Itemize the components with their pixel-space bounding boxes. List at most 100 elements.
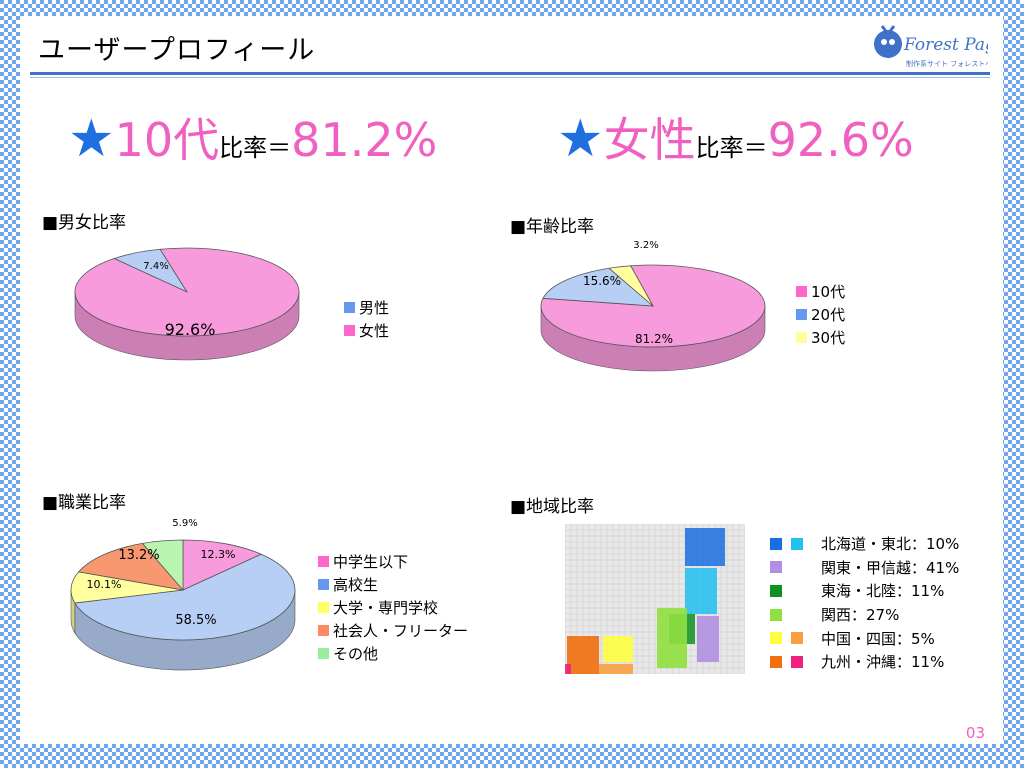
legend-label: 女性 [359, 322, 390, 340]
legend-label: 九州・沖縄：11% [821, 653, 945, 672]
legend-swatch [770, 632, 782, 645]
legend-swatch [796, 286, 807, 297]
legend-label: 中国・四国：5% [821, 629, 935, 648]
pie-slice-30代 [608, 265, 654, 307]
pie-label-高校生: 58.5% [175, 613, 216, 628]
section-title-region: ■地域比率 [510, 497, 595, 517]
headline-suffix: 比率＝ [219, 134, 292, 162]
pie-label-20代: 15.6% [583, 274, 621, 288]
legend-swatch [791, 609, 803, 621]
legend-swatch [770, 537, 782, 550]
legend-swatch [791, 537, 803, 550]
pie-slice-高校生 [74, 553, 296, 641]
legend-item: 社会人・フリーター [318, 619, 468, 642]
pie-slice-その他 [141, 539, 184, 592]
svg-text:Forest Page: Forest Page [903, 35, 988, 55]
legend-label: 北海道・東北：10% [821, 535, 960, 554]
legend-swatch [344, 325, 355, 336]
legend-swatch [318, 556, 329, 567]
pie-label-10代: 81.2% [635, 332, 673, 346]
region-legend-item: 北海道・東北：10% [770, 532, 959, 556]
pie-label-男性: 7.4% [143, 261, 168, 272]
svg-text:制作系サイト フォレストページ: 制作系サイト フォレストページ [906, 59, 988, 68]
region-tohoku [685, 568, 717, 614]
pie-chart-gender: 7.4% 92.6% 81.2% 15.6% 3.2% 12.3% 58.5% 10.1% 13… [70, 240, 766, 671]
legend-label: 高校生 [333, 576, 379, 594]
legend-label: 30代 [811, 329, 846, 347]
legend-swatch [318, 602, 329, 613]
region-kansai [657, 608, 687, 668]
legend-item: 30代 [796, 326, 845, 349]
legend-label: 中学生以下 [333, 553, 409, 571]
legend-swatch [791, 632, 803, 645]
page-number: 03 [965, 724, 985, 742]
pie-label-大学・専門学校: 10.1% [87, 578, 122, 591]
legend-item: 大学・専門学校 [318, 596, 468, 619]
legend-swatch [770, 584, 782, 597]
legend-swatch [796, 332, 807, 343]
headline-label: 10代 [114, 113, 220, 167]
legend-label: 関東・甲信越：41% [821, 558, 960, 577]
legend-age: 10代 20代 30代 [796, 280, 845, 349]
legend-swatch [318, 648, 329, 659]
pie-slice-女性 [74, 247, 300, 337]
legend-swatch [791, 561, 803, 573]
headline-suffix: 比率＝ [695, 134, 768, 162]
legend-gender: 男性 女性 [344, 296, 389, 342]
region-hokkaido [685, 528, 725, 566]
headline-value: 81.2% [291, 113, 438, 167]
page-title: ユーザープロフィール [38, 35, 316, 66]
section-title-age: ■年齢比率 [510, 217, 595, 237]
legend-item: 女性 [344, 319, 389, 342]
section-title-gender: ■男女比率 [42, 213, 127, 233]
pie-label-中学生以下: 12.3% [201, 548, 236, 561]
region-kyushu [567, 636, 599, 674]
star-icon: ★ [557, 109, 604, 169]
region-legend-item: 関西：27% [770, 603, 959, 627]
legend-swatch [791, 585, 803, 597]
legend-label: 10代 [811, 283, 846, 301]
star-icon: ★ [68, 109, 115, 169]
pie-label-30代: 3.2% [633, 240, 658, 251]
forest-page-logo: Forest Page 制作系サイト フォレストページ [874, 25, 988, 68]
legend-item: 中学生以下 [318, 550, 468, 573]
legend-swatch [318, 625, 329, 636]
legend-label: 社会人・フリーター [333, 622, 469, 640]
pie-slice-社会人・フリーター [77, 542, 185, 591]
headline-value: 92.6% [767, 113, 914, 167]
headline-label: 女性 [603, 113, 696, 167]
legend-job: 中学生以下 高校生 大学・専門学校 社会人・フリーター その他 [318, 550, 468, 665]
pie-slice-中学生以下 [182, 539, 263, 591]
region-kanto [697, 616, 719, 662]
title-rule-thin [30, 77, 990, 78]
region-legend: 北海道・東北：10% 関東・甲信越：41% 東海・北陸：11% 関西：27% 中国・四国… [770, 532, 959, 674]
section-title-job: ■職業比率 [42, 493, 127, 513]
region-legend-item: 東海・北陸：11% [770, 579, 959, 603]
legend-swatch [796, 309, 807, 320]
region-okinawa [565, 664, 571, 674]
pie-slice-大学・専門学校 [70, 571, 184, 604]
legend-label: 関西：27% [821, 606, 900, 625]
legend-item: 10代 [796, 280, 845, 303]
legend-swatch [770, 655, 782, 668]
title-rule [30, 72, 990, 75]
legend-item: 高校生 [318, 573, 468, 596]
pie-0: 7.4% 92.6% [74, 247, 300, 361]
legend-item: 20代 [796, 303, 845, 326]
legend-label: 20代 [811, 306, 846, 324]
region-shikoku [599, 664, 633, 674]
pie-label-その他: 5.9% [172, 518, 197, 529]
legend-swatch [791, 655, 803, 668]
legend-label: 男性 [359, 299, 390, 317]
region-legend-item: 関東・甲信越：41% [770, 556, 959, 580]
region-legend-item: 中国・四国：5% [770, 626, 959, 650]
pie-2: 12.3% 58.5% 10.1% 13.2% 5.9% [70, 518, 296, 671]
legend-swatch [770, 561, 782, 574]
region-legend-item: 九州・沖縄：11% [770, 650, 959, 674]
legend-swatch [344, 302, 355, 313]
pie-slice-20代 [542, 267, 655, 307]
pie-label-社会人・フリーター: 13.2% [118, 548, 159, 563]
headline-age: ★10代比率＝81.2% [68, 104, 437, 170]
region-chugoku [603, 636, 633, 662]
slide: ユーザープロフィール Forest Page 制作系サイト フォレストページ ★… [20, 16, 1003, 744]
